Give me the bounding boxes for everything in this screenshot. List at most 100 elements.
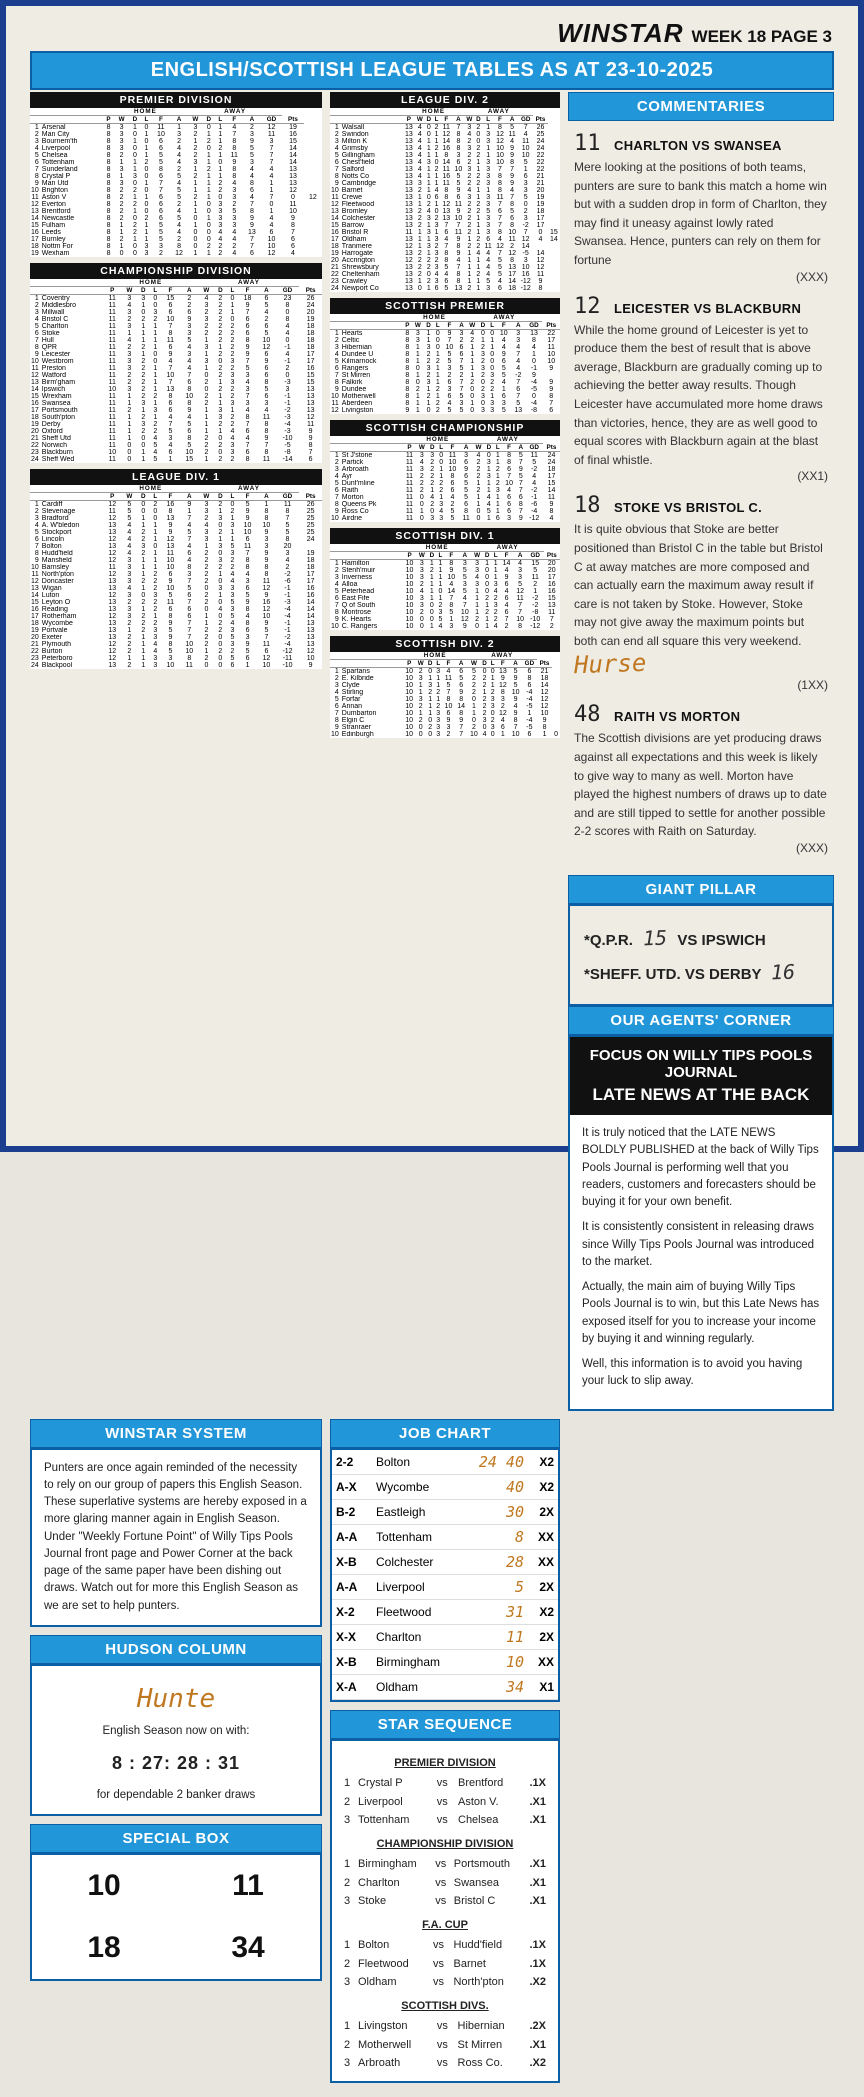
table-row: 10 Barnsley 11 3 1 1 10 8 2 2 2 8 8 2 18 xyxy=(30,564,322,571)
job-chart-row: X-2 Fleetwood 31 X2 xyxy=(332,1599,558,1624)
table-row: 10 Barnet 13 2 1 4 8 9 4 1 1 8 4 3 20 xyxy=(330,187,560,194)
star-sequence-row: 3 Tottenham vs Chelsea .X1 xyxy=(342,1811,548,1830)
table-row: 4 A. W'bledon 13 4 1 1 9 4 4 0 3 10 10 5 25 xyxy=(30,522,322,529)
table-row: 11 North'pton 12 3 1 2 6 3 2 1 4 4 8 -2 17 xyxy=(30,571,322,578)
table-row: 4 Grimsby 13 4 1 2 16 8 3 2 1 10 9 10 24 xyxy=(330,145,560,152)
table-row: 7 Salford 13 4 1 2 11 10 3 1 3 7 7 1 22 xyxy=(330,166,560,173)
table-row: 7 Bolton 13 4 3 0 13 4 1 3 5 11 3 20 xyxy=(30,543,322,550)
table-row: 13 Birm'gham 11 2 2 1 7 6 2 1 3 4 8 -3 15 xyxy=(30,379,322,386)
table-row: 14 Newcastle 8 2 0 2 6 5 0 1 3 3 9 4 9 xyxy=(30,215,322,222)
starseq-scottish-rows: 1 Livingston vs Hibernian .2X 2 Motherwel… xyxy=(342,2017,548,2073)
table-row: 3 Bournem'th 8 3 1 0 6 2 1 2 1 8 9 3 15 xyxy=(30,138,322,145)
table-row: 13 Wigan 13 4 1 2 10 5 0 3 3 6 12 -1 16 xyxy=(30,585,322,592)
pillar-row-qpr: *Q.P.R. 15 VS IPSWICH xyxy=(584,926,818,950)
scottish-premier-rows: 1 Hearts 8 3 1 0 9 3 4 0 0 10 3 13 22 2 Celtic 8 3 1 0 7 2 2 1 1 4… xyxy=(330,330,560,415)
table-row: 8 Queens Pk 11 0 2 3 2 6 1 4 1 6 8 -6 9 xyxy=(330,501,560,508)
table-row: 14 Luton 12 3 0 3 5 6 2 1 3 5 9 -1 16 xyxy=(30,592,322,599)
table-row: 9 K. Hearts 10 0 0 5 1 12 2 1 2 7 10 -10 7 xyxy=(330,616,560,623)
table-row: 3 Inverness 10 3 1 1 10 5 4 0 1 9 3 11 17 xyxy=(330,574,560,581)
giant-pillar-box: *Q.P.R. 15 VS IPSWICH *SHEFF. UTD. VS DE… xyxy=(568,904,834,1006)
table-row: 4 Ayr 11 2 2 1 8 6 2 3 1 7 5 4 17 xyxy=(330,473,560,480)
table-row: 19 Derby 11 1 3 2 7 5 1 2 2 7 8 -4 11 xyxy=(30,421,322,428)
table-row: 24 Blackpool 13 2 1 3 10 11 0 0 6 1 10 -10 9 xyxy=(30,662,322,669)
star-sequence-row: 3 Stoke vs Bristol C .X1 xyxy=(342,1892,548,1911)
star-sequence-row: 3 Oldham vs North'pton .X2 xyxy=(342,1973,548,1992)
commentaries-list: 11 CHARLTON VS SWANSEA Mere looking at t… xyxy=(568,121,834,875)
table-row: 21 Plymouth 12 2 1 4 8 10 2 0 3 9 11 -4 13 xyxy=(30,641,322,648)
table-row: 8 Elgin C 10 2 0 3 9 9 0 3 2 4 8 -4 9 xyxy=(330,717,560,724)
table-row: 24 Newport Co 13 0 1 6 5 13 2 1 3 6 18 -12 8 xyxy=(330,285,560,292)
hudson-column-title: HUDSON COLUMN xyxy=(30,1635,322,1664)
table-row: 2 Middlesbro 11 4 1 0 6 2 3 2 1 9 5 8 24 xyxy=(30,302,322,309)
agents-corner-spacer-column xyxy=(568,1419,834,2083)
table-row: 19 Wexham 8 0 0 3 2 12 1 1 2 4 6 12 4 xyxy=(30,250,322,257)
table-row: 4 Liverpool 8 3 0 1 6 4 2 0 2 8 5 7 14 xyxy=(30,145,322,152)
table-row: 7 St Mirren 8 1 2 1 2 2 1 2 3 5 -2 9 xyxy=(330,372,560,379)
table-row: 10 Westbrom 11 3 2 0 4 4 3 0 3 7 9 -1 17 xyxy=(30,358,322,365)
table-row: 16 Swansea 11 1 3 1 6 8 2 1 3 3 3 -1 13 xyxy=(30,400,322,407)
week-page-label: WEEK 18 PAGE 3 xyxy=(692,27,832,47)
table-row: 4 Dundee U 8 1 2 1 5 6 1 3 0 9 7 1 10 xyxy=(330,351,560,358)
table-row: 6 Stoke 11 1 1 1 8 3 2 2 2 6 5 4 18 xyxy=(30,330,322,337)
table-row: 18 Nottm For 8 1 0 3 3 8 0 2 2 2 7 10 6 xyxy=(30,243,322,250)
table-row: 9 Dundee 8 2 1 2 3 7 0 2 2 1 6 -5 9 xyxy=(330,386,560,393)
page-title: ENGLISH/SCOTTISH LEAGUE TABLES AS AT 23-… xyxy=(30,51,834,90)
table-row: 24 Sheff Wed 11 0 1 5 1 15 1 2 2 8 11 -14 6 xyxy=(30,456,322,463)
table-row: 12 Fleetwood 13 1 2 1 12 11 2 2 3 7 8 0 19 xyxy=(330,201,560,208)
table-row: 17 Oldham 13 1 1 3 4 9 1 2 6 4 11 12 4 14 xyxy=(330,236,560,243)
table-row: 6 East Fife 10 3 1 1 7 4 1 2 2 6 11 -2 15 xyxy=(330,595,560,602)
star-sequence-row: 2 Liverpool vs Aston V. .X1 xyxy=(342,1793,548,1812)
table-row: 19 Portvale 13 1 2 3 5 7 2 2 3 6 5 -1 13 xyxy=(30,627,322,634)
bottom-row: WINSTAR SYSTEM Punters are once again re… xyxy=(12,1411,852,2097)
table-row: 1 Coventry 11 3 3 0 15 2 4 2 0 18 6 23 26 xyxy=(30,295,322,303)
table-row: 3 Milton K 13 4 1 1 14 8 2 0 3 12 4 11 24 xyxy=(330,138,560,145)
table-row: 9 Mansfield 12 3 1 1 10 4 2 3 2 8 9 4 18 xyxy=(30,557,322,564)
table-row: 1 St J'stone 11 3 3 0 11 3 4 0 1 8 5 11 24 xyxy=(330,452,560,460)
table-row: 8 Crystal P 8 1 3 0 6 5 2 1 1 8 4 4 13 xyxy=(30,173,322,180)
table-row: 22 Cheltenham 13 2 0 4 4 8 1 2 4 5 17 16 11 xyxy=(330,271,560,278)
table-row: 10 Motherwell 8 1 2 1 6 5 0 3 1 6 7 0 8 xyxy=(330,393,560,400)
agents-paragraphs: It is truly noticed that the LATE NEWS B… xyxy=(570,1115,832,1409)
table-row: 1 Hearts 8 3 1 0 9 3 4 0 0 10 3 13 22 xyxy=(330,330,560,338)
job-chart-row: 2-2 Bolton 24 40 X2 xyxy=(332,1450,558,1475)
table-row: 10 C. Rangers 10 0 1 4 3 9 0 1 4 2 8 -12 2 xyxy=(330,623,560,630)
table-row: 12 Doncaster 13 3 2 2 9 7 2 0 4 3 11 -6 17 xyxy=(30,578,322,585)
header-bar: WINSTAR WEEK 18 PAGE 3 xyxy=(12,12,852,51)
giant-pillar-title: GIANT PILLAR xyxy=(568,875,834,904)
table-row: 5 Stockport 13 4 2 1 9 5 3 2 1 10 9 5 25 xyxy=(30,529,322,536)
job-chart-row: X-A Oldham 34 X1 xyxy=(332,1674,558,1699)
table-row: 1 Hamilton 10 3 1 1 8 3 3 1 1 14 4 15 20 xyxy=(330,560,560,568)
table-row: 22 Norwich 11 0 0 5 4 5 2 2 3 7 7 -5 8 xyxy=(30,442,322,449)
table-row: 9 Leicester 11 3 1 0 9 3 1 2 2 9 6 4 17 xyxy=(30,351,322,358)
table-row: 14 Ipswich 10 3 2 1 13 8 0 2 2 3 5 3 13 xyxy=(30,386,322,393)
table-row: 15 Barrow 13 2 1 3 7 7 2 1 3 7 8 -2 17 xyxy=(330,222,560,229)
table-row: 6 Tottenham 8 1 1 2 5 4 3 1 0 9 3 7 14 xyxy=(30,159,322,166)
star-sequence-title: STAR SEQUENCE xyxy=(330,1710,560,1739)
table-row: 22 Burton 12 2 1 4 5 10 1 2 2 5 6 -12 12 xyxy=(30,648,322,655)
table-row: 3 Hibernian 8 1 3 0 10 6 1 2 1 4 4 4 11 xyxy=(330,344,560,351)
agent-signature: Hurse xyxy=(574,649,647,680)
table-row: 17 Portsmouth 11 2 1 3 6 9 1 3 1 4 4 -2 13 xyxy=(30,407,322,414)
job-chart-box: 2-2 Bolton 24 40 X2 A-X Wycombe 40 X2 B-2 … xyxy=(330,1448,560,1702)
table-row: 1 Cardiff 12 5 0 2 16 9 3 2 0 5 1 11 26 xyxy=(30,501,322,509)
table-row: 5 Gillingham 13 4 1 1 8 3 2 2 1 10 9 10 22 xyxy=(330,152,560,159)
table-row: 10 Airdrie 11 0 3 3 5 11 0 1 6 3 9 -12 4 xyxy=(330,515,560,522)
table-row: 8 Hudd'field 12 4 2 1 11 6 2 0 3 7 9 3 19 xyxy=(30,550,322,557)
scottish-championship-rows: 1 St J'stone 11 3 3 0 11 3 4 0 1 8 5 11 24 2 Partick 11 4 2… xyxy=(330,452,560,523)
scottish-div1-rows: 1 Hamilton 10 3 1 1 8 3 3 1 1 14 4 15 20 2 Stenh'muir 10 3… xyxy=(330,560,560,631)
table-row: 11 Aston V 8 2 1 1 6 5 2 1 0 3 4 7 0 12 xyxy=(30,194,322,201)
our-agents-title: OUR AGENTS' CORNER xyxy=(568,1006,834,1035)
job-chart-row: A-X Wycombe 40 X2 xyxy=(332,1474,558,1499)
table-row: 3 Millwall 11 3 0 3 6 6 2 2 1 7 4 0 20 xyxy=(30,309,322,316)
table-row: 1 Walsall 13 4 0 2 11 7 3 2 1 8 5 7 26 xyxy=(330,124,560,132)
hudson-column-box: Hunte English Season now on with: 8 : 27… xyxy=(30,1664,322,1817)
table-row: 6 Annan 10 2 1 2 10 14 1 2 3 2 4 -5 12 xyxy=(330,703,560,710)
table-row: 11 Preston 11 3 2 1 7 4 1 2 2 5 6 2 16 xyxy=(30,365,322,372)
table-row: 15 Leyton O 13 2 2 2 11 7 2 0 5 9 16 -3 14 xyxy=(30,599,322,606)
